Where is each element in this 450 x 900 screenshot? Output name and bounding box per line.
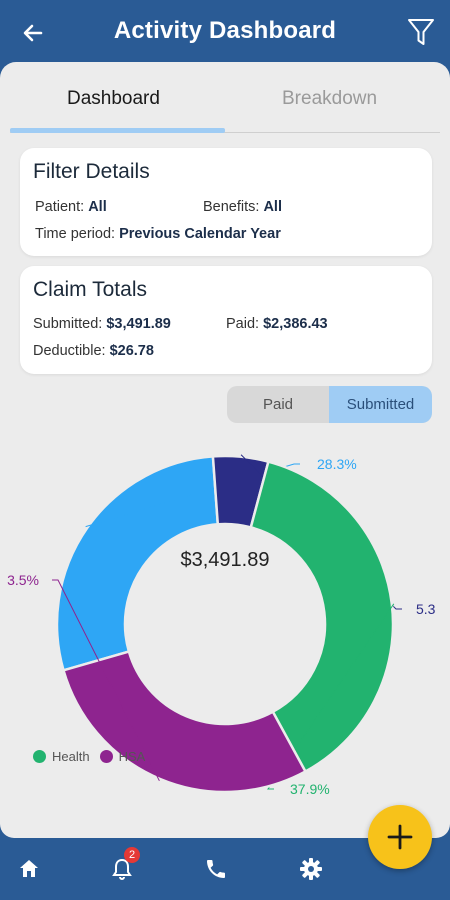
tab-bar: Dashboard Breakdown <box>10 62 440 134</box>
submitted-label: Submitted: <box>33 316 103 332</box>
nav-settings-button[interactable] <box>296 854 326 884</box>
claim-totals-title: Claim Totals <box>33 278 147 301</box>
gear-icon <box>300 858 322 880</box>
plus-icon <box>387 824 413 850</box>
legend-label-hsa: HSA <box>118 749 146 764</box>
filter-details-card: Filter Details Patient: All Benefits: Al… <box>20 148 432 256</box>
notification-badge: 2 <box>124 847 140 863</box>
slice-label-1: 5.3 <box>416 601 436 617</box>
claims-donut-chart: 28.3% 5.3 37.9% 3.5% <box>7 454 436 796</box>
time-period-filter: Time period: Previous Calendar Year <box>35 226 281 242</box>
claim-totals-card: Claim Totals Submitted: $3,491.89 Paid: … <box>20 266 432 374</box>
home-icon <box>20 860 38 877</box>
legend-item-health[interactable]: Health <box>33 749 90 764</box>
toggle-paid-option[interactable]: Paid <box>262 396 294 413</box>
patient-value: All <box>88 199 107 215</box>
nav-phone-button[interactable] <box>201 854 231 884</box>
legend-dot-hsa <box>99 750 113 763</box>
donut-center-total: $3,491.89 <box>180 549 270 571</box>
time-period-label: Time period: <box>35 226 116 242</box>
donut-slice-0[interactable] <box>55 455 220 672</box>
deductible-total: Deductible: $26.78 <box>33 343 154 359</box>
slice-label-0: 28.3% <box>317 456 357 472</box>
top-app-bar: Activity Dashboard <box>0 0 450 66</box>
deductible-value: $26.78 <box>109 343 154 359</box>
add-fab-button[interactable] <box>368 805 432 869</box>
legend-item-hsa[interactable]: HSA <box>99 749 146 764</box>
paid-label: Paid: <box>226 316 260 332</box>
slice-leader-line-3 <box>52 579 160 782</box>
donut-slice-2[interactable] <box>249 460 395 774</box>
toggle-submitted-option[interactable]: Submitted <box>329 386 432 423</box>
slice-label-2: 37.9% <box>290 781 330 796</box>
patient-label: Patient: <box>35 199 85 215</box>
legend-dot-health <box>33 750 46 763</box>
paid-value: $2,386.43 <box>263 316 328 332</box>
active-tab-indicator <box>10 128 225 133</box>
tab-divider <box>10 132 440 133</box>
benefits-label: Benefits: <box>203 199 260 215</box>
legend-label-health: Health <box>52 749 90 764</box>
submitted-value: $3,491.89 <box>106 316 171 332</box>
chart-legend: Health HSA <box>33 749 155 764</box>
page-title: Activity Dashboard <box>113 17 337 44</box>
benefits-value: All <box>263 199 282 215</box>
deductible-label: Deductible: <box>33 343 106 359</box>
paid-submitted-toggle: Paid Submitted <box>227 386 432 423</box>
nav-home-button[interactable] <box>14 854 44 884</box>
tab-dashboard[interactable]: Dashboard <box>67 88 160 109</box>
arrow-left-icon <box>23 24 43 42</box>
filter-details-title: Filter Details <box>33 160 150 183</box>
slice-leader-line-0 <box>85 463 300 528</box>
nav-notifications-button[interactable]: 2 <box>107 847 140 884</box>
filter-funnel-icon <box>408 19 434 45</box>
time-period-value: Previous Calendar Year <box>119 226 281 242</box>
slice-label-3: 3.5% <box>7 572 39 588</box>
filter-button[interactable] <box>404 14 438 50</box>
phone-icon <box>207 860 225 878</box>
submitted-total: Submitted: $3,491.89 <box>33 316 171 332</box>
bell-icon <box>112 858 132 880</box>
donut-slice-3[interactable] <box>61 650 308 794</box>
back-button[interactable] <box>18 18 48 48</box>
tab-breakdown[interactable]: Breakdown <box>282 88 378 109</box>
paid-total: Paid: $2,386.43 <box>226 316 328 332</box>
slice-leader-line-2 <box>267 603 395 790</box>
patient-filter: Patient: All <box>35 199 107 215</box>
benefits-filter: Benefits: All <box>203 199 282 215</box>
content-panel: Dashboard Breakdown Filter Details Patie… <box>0 62 450 838</box>
